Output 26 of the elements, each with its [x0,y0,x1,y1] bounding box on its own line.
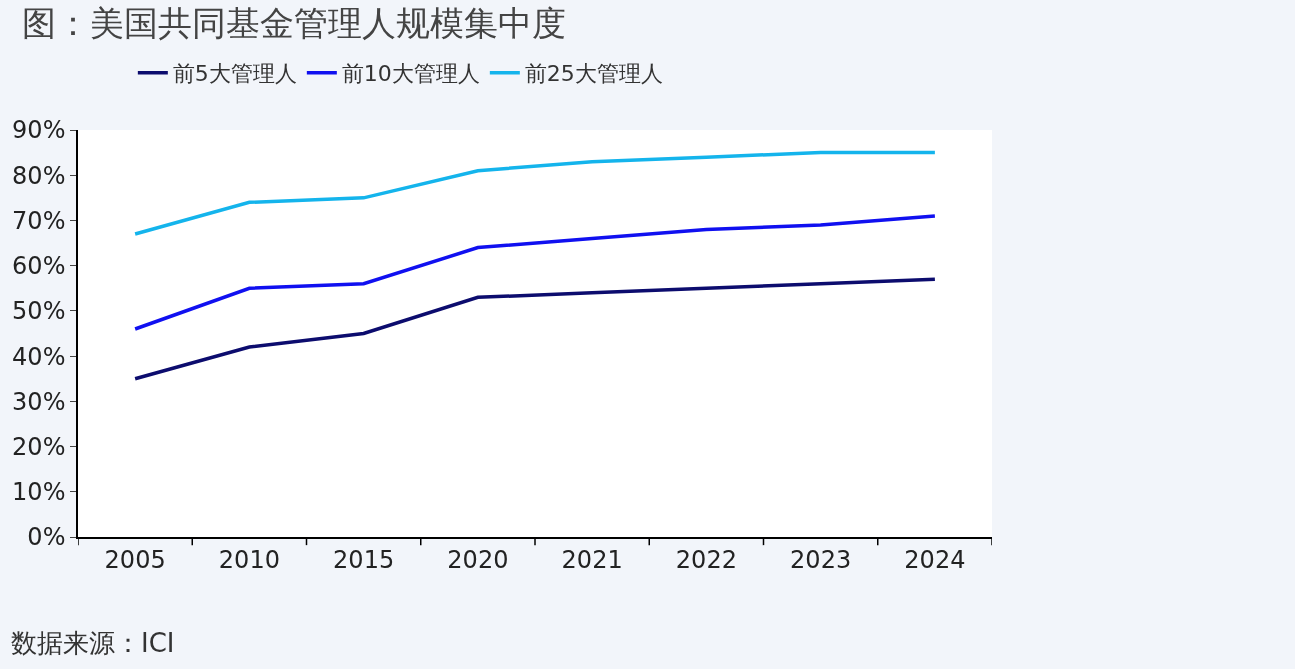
y-tick-label: 50% [12,297,66,326]
y-tick-label: 90% [12,116,66,145]
line-series [133,277,937,381]
line-series [133,150,937,236]
line-series [133,214,937,331]
legend-label: 前10大管理人 [341,61,480,87]
x-tick-label: 2023 [790,545,852,574]
y-tick-label: 30% [12,387,66,416]
y-tick-label: 0% [27,523,66,552]
x-tick-label: 2024 [904,545,966,574]
x-tick-label: 2005 [104,545,166,574]
chart-title: 图：美国共同基金管理人规模集中度 [22,3,567,44]
y-tick-label: 40% [12,342,66,371]
x-tick-label: 2010 [218,545,280,574]
y-tick-label: 70% [12,206,66,235]
x-tick-label: 2015 [333,545,395,574]
x-tick-label: 2021 [561,545,623,574]
y-tick-label: 60% [12,252,66,281]
source-note: 数据来源：ICI [11,628,175,658]
y-tick-label: 20% [12,432,66,461]
y-tick-label: 10% [12,478,66,507]
x-tick-label: 2022 [675,545,737,574]
x-tick-label: 2020 [447,545,509,574]
y-tick-label: 80% [12,161,66,190]
legend-label: 前5大管理人 [172,61,297,87]
legend-label: 前25大管理人 [524,61,663,87]
